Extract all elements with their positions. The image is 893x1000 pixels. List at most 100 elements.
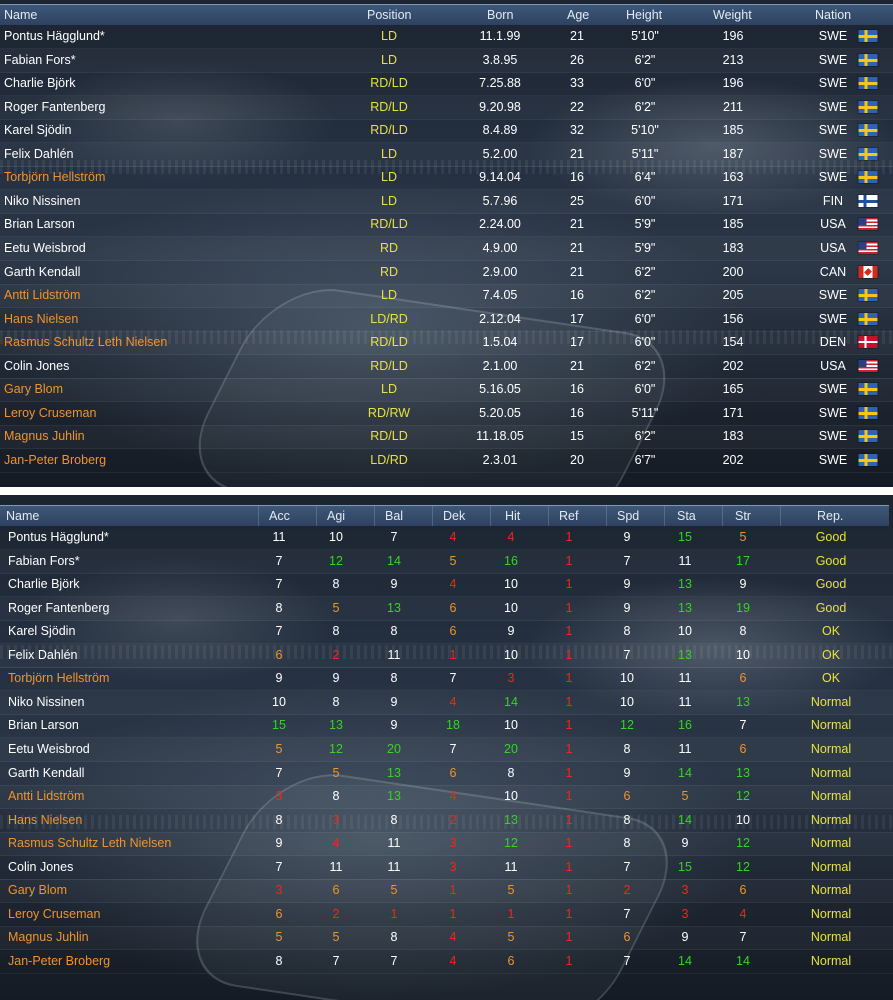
player-name[interactable]: Gary Blom: [4, 382, 64, 397]
table-row[interactable]: Niko Nissinen LD 5.7.96 25 6'0" 171 FIN: [0, 190, 893, 214]
attr-spd-cell: 7: [623, 859, 631, 874]
col-header-spd[interactable]: Spd: [606, 506, 639, 526]
player-name[interactable]: Rasmus Schultz Leth Nielsen: [4, 335, 168, 350]
player-name[interactable]: Hans Nielsen: [4, 311, 79, 326]
table-row[interactable]: Niko Nissinen 10 8 9 4 14 1 10 11 13 Normal: [0, 691, 893, 715]
player-name[interactable]: Felix Dahlén: [4, 146, 74, 161]
table-row[interactable]: Eetu Weisbrod RD 4.9.00 21 5'9" 183 USA: [0, 237, 893, 261]
table-row[interactable]: Garth Kendall 7 5 13 6 8 1 9 14 13 Normal: [0, 762, 893, 786]
col-header-hit[interactable]: Hit: [490, 506, 520, 526]
table-row[interactable]: Charlie Björk RD/LD 7.25.88 33 6'0" 196 SWE: [0, 72, 893, 97]
table-row[interactable]: Garth Kendall RD 2.9.00 21 6'2" 200 CAN: [0, 261, 893, 285]
col-header-rep[interactable]: Rep.: [780, 506, 843, 526]
table-row[interactable]: Colin Jones 7 11 11 3 11 1 7 15 12 Normal: [0, 856, 893, 880]
table-row[interactable]: Jan-Peter Broberg LD/RD 2.3.01 20 6'7" 202 SWE: [0, 449, 893, 473]
weight-cell: 171: [722, 193, 744, 208]
table-row[interactable]: Antti Lidström LD 7.4.05 16 6'2" 205 SWE: [0, 284, 893, 309]
table-row[interactable]: Leroy Cruseman RD/RW 5.20.05 16 5'11" 171 SWE: [0, 402, 893, 426]
table-row[interactable]: Karel Sjödin 7 8 8 6 9 1 8 10 8 OK: [0, 620, 893, 645]
table-row[interactable]: Hans Nielsen LD/RD 2.12.04 17 6'0" 156 SWE: [0, 308, 893, 332]
player-name[interactable]: Brian Larson: [4, 217, 75, 232]
col-header-name[interactable]: Name: [4, 8, 38, 22]
table-row[interactable]: Roger Fantenberg RD/LD 9.20.98 22 6'2" 211 SWE: [0, 96, 893, 120]
table-row[interactable]: Hans Nielsen 8 3 8 2 13 1 8 14 10 Normal: [0, 809, 893, 833]
table-row[interactable]: Leroy Cruseman 6 2 1 1 1 1 7 3 4 Normal: [0, 903, 893, 927]
col-header-weight[interactable]: Weight: [713, 8, 752, 22]
table-row[interactable]: Karel Sjödin RD/LD 8.4.89 32 5'10" 185 SWE: [0, 119, 893, 144]
player-name[interactable]: Niko Nissinen: [4, 193, 81, 208]
player-name[interactable]: Fabian Fors*: [8, 553, 80, 568]
table-row[interactable]: Magnus Juhlin 5 5 8 4 5 1 6 9 7 Normal: [0, 926, 893, 951]
table-row[interactable]: Felix Dahlén 6 2 11 1 10 1 7 13 10 OK: [0, 644, 893, 668]
col-header-position[interactable]: Position: [367, 8, 412, 22]
player-name[interactable]: Jan-Peter Broberg: [8, 953, 111, 968]
player-name[interactable]: Hans Nielsen: [8, 812, 83, 827]
player-name[interactable]: Magnus Juhlin: [8, 930, 89, 945]
player-name[interactable]: Rasmus Schultz Leth Nielsen: [8, 836, 172, 851]
col-header-sta[interactable]: Sta: [664, 506, 696, 526]
col-header-nation[interactable]: Nation: [815, 8, 852, 22]
table-row[interactable]: Roger Fantenberg 8 5 13 6 10 1 9 13 19 Good: [0, 597, 893, 621]
player-name[interactable]: Antti Lidström: [4, 288, 81, 303]
col-header-dek[interactable]: Dek: [432, 506, 465, 526]
table-row[interactable]: Magnus Juhlin RD/LD 11.18.05 15 6'2" 183 SWE: [0, 425, 893, 450]
player-name[interactable]: Karel Sjödin: [8, 624, 76, 639]
col-header-str[interactable]: Str: [722, 506, 751, 526]
col-header-agi[interactable]: Agi: [316, 506, 345, 526]
table-row[interactable]: Rasmus Schultz Leth Nielsen RD/LD 1.5.04 17…: [0, 331, 893, 356]
col-header-age[interactable]: Age: [567, 8, 590, 22]
table-row[interactable]: Torbjörn Hellström 9 9 8 7 3 1 10 11 6 OK: [0, 667, 893, 692]
table-row[interactable]: Eetu Weisbrod 5 12 20 7 20 1 8 11 6 Normal: [0, 738, 893, 762]
table-row[interactable]: Colin Jones RD/LD 2.1.00 21 6'2" 202 USA: [0, 355, 893, 379]
attr-agi-cell: 8: [332, 577, 340, 592]
table-row[interactable]: Pontus Hägglund* LD 11.1.99 21 5'10" 196 SWE: [0, 25, 893, 49]
table-row[interactable]: Gary Blom 3 6 5 1 5 1 2 3 6 Normal: [0, 879, 893, 904]
player-name[interactable]: Torbjörn Hellström: [8, 671, 110, 686]
player-name[interactable]: Charlie Björk: [4, 76, 76, 91]
player-name[interactable]: Felix Dahlén: [8, 647, 78, 662]
player-name[interactable]: Roger Fantenberg: [4, 99, 106, 114]
table-row[interactable]: Charlie Björk 7 8 9 4 10 1 9 13 9 Good: [0, 573, 893, 598]
player-name[interactable]: Fabian Fors*: [4, 52, 76, 67]
table-row[interactable]: Jan-Peter Broberg 8 7 7 4 6 1 7 14 14 Normal: [0, 950, 893, 974]
player-name[interactable]: Jan-Peter Broberg: [4, 452, 107, 467]
table-row[interactable]: Brian Larson RD/LD 2.24.00 21 5'9" 185 USA: [0, 213, 893, 238]
attr-acc-cell: 7: [275, 577, 283, 592]
player-name[interactable]: Magnus Juhlin: [4, 429, 85, 444]
table-row[interactable]: Fabian Fors* LD 3.8.95 26 6'2" 213 SWE: [0, 49, 893, 73]
attr-bal-cell: 7: [390, 530, 398, 544]
attr-sta-cell: 3: [681, 883, 689, 898]
player-name[interactable]: Eetu Weisbrod: [4, 240, 86, 255]
col-header-bal[interactable]: Bal: [374, 506, 403, 526]
player-name[interactable]: Brian Larson: [8, 718, 79, 733]
player-name[interactable]: Torbjörn Hellström: [4, 170, 106, 185]
table-row[interactable]: Pontus Hägglund* 11 10 7 4 4 1 9 15 5 Good: [0, 526, 893, 550]
player-name[interactable]: Colin Jones: [4, 358, 70, 373]
player-name[interactable]: Leroy Cruseman: [4, 405, 97, 420]
table-row[interactable]: Antti Lidström 3 8 13 4 10 1 6 5 12 Normal: [0, 785, 893, 810]
player-name[interactable]: Gary Blom: [8, 883, 68, 898]
player-name[interactable]: Colin Jones: [8, 859, 74, 874]
player-name[interactable]: Garth Kendall: [8, 765, 85, 780]
player-name[interactable]: Niko Nissinen: [8, 694, 85, 709]
col-header-acc[interactable]: Acc: [258, 506, 290, 526]
table-row[interactable]: Fabian Fors* 7 12 14 5 16 1 7 11 17 Good: [0, 550, 893, 574]
player-name[interactable]: Leroy Cruseman: [8, 906, 101, 921]
player-name[interactable]: Garth Kendall: [4, 264, 81, 279]
col-header-name[interactable]: Name: [6, 509, 40, 523]
col-header-height[interactable]: Height: [626, 8, 663, 22]
player-name[interactable]: Eetu Weisbrod: [8, 741, 90, 756]
player-name[interactable]: Pontus Hägglund*: [4, 29, 105, 43]
player-name[interactable]: Roger Fantenberg: [8, 600, 110, 615]
player-name[interactable]: Charlie Björk: [8, 577, 80, 592]
table-row[interactable]: Torbjörn Hellström LD 9.14.04 16 6'4" 163 SWE: [0, 166, 893, 191]
table-row[interactable]: Gary Blom LD 5.16.05 16 6'0" 165 SWE: [0, 378, 893, 403]
table-row[interactable]: Rasmus Schultz Leth Nielsen 9 4 11 3 12 1 8 9 12 N…: [0, 832, 893, 857]
player-name[interactable]: Antti Lidström: [8, 789, 85, 804]
table-row[interactable]: Felix Dahlén LD 5.2.00 21 5'11" 187 SWE: [0, 143, 893, 167]
player-name[interactable]: Karel Sjödin: [4, 123, 72, 138]
table-row[interactable]: Brian Larson 15 13 9 18 10 1 12 16 7 Normal: [0, 714, 893, 739]
col-header-born[interactable]: Born: [487, 8, 514, 22]
player-name[interactable]: Pontus Hägglund*: [8, 530, 109, 544]
col-header-ref[interactable]: Ref: [548, 506, 578, 526]
